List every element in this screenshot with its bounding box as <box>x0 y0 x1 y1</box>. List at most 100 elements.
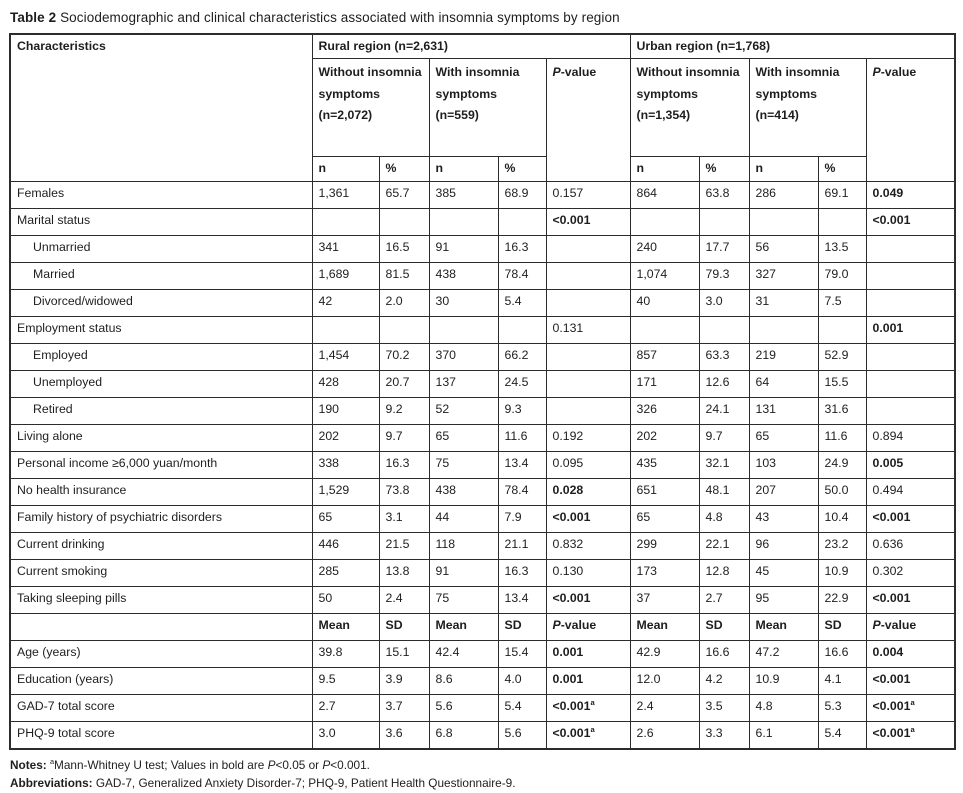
data-cell: 207 <box>748 478 819 506</box>
data-cell: 438 <box>428 478 499 506</box>
data-cell: 370 <box>428 343 499 371</box>
group-header-row: Without insomnia symptoms (n=2,072) With… <box>10 58 956 182</box>
data-cell <box>311 316 380 344</box>
table-row: Current drinking 446 21.5 118 21.1 0.832 299 22… <box>9 532 956 560</box>
data-cell: 13.5 <box>817 235 867 263</box>
data-cell: 17.7 <box>698 235 750 263</box>
data-cell: 173 <box>629 559 700 587</box>
data-cell: 91 <box>428 235 499 263</box>
data-cell: 13.8 <box>378 559 430 587</box>
data-cell: 137 <box>428 370 499 398</box>
table-row: Divorced/widowed 42 2.0 30 5.4 40 3.0 31 7.5 <box>9 289 956 317</box>
data-cell: 4.0 <box>497 667 547 695</box>
data-cell: 7.9 <box>497 505 547 533</box>
data-cell <box>497 208 547 236</box>
data-cell <box>545 397 631 425</box>
p-symbol: P <box>322 758 331 772</box>
data-cell: 10.9 <box>748 667 819 695</box>
characteristics-table: Characteristics Rural region (n=2,631) U… <box>9 33 957 750</box>
row-label: Family history of psychiatric disorders <box>9 505 313 533</box>
table-row: Marital status <0.001 <0.001 <box>9 208 956 236</box>
data-cell: 0.001 <box>865 316 956 344</box>
data-cell: 23.2 <box>817 532 867 560</box>
data-cell: 31 <box>748 289 819 317</box>
data-cell: 0.894 <box>865 424 956 452</box>
data-cell: 857 <box>629 343 700 371</box>
data-cell: 0.192 <box>545 424 631 452</box>
row-label: Education (years) <box>9 667 313 695</box>
data-cell: 190 <box>311 397 380 425</box>
data-cell: 0.157 <box>545 181 631 209</box>
data-cell: 4.8 <box>698 505 750 533</box>
row-label: Unemployed <box>9 370 313 398</box>
row-label: Personal income ≥6,000 yuan/month <box>9 451 313 479</box>
data-cell: 0.832 <box>545 532 631 560</box>
subheader-cell: Mean <box>428 613 499 641</box>
data-cell: 12.0 <box>629 667 700 695</box>
data-cell: 327 <box>748 262 819 290</box>
row-label: Married <box>9 262 313 290</box>
data-cell: 75 <box>428 451 499 479</box>
data-cell <box>817 316 867 344</box>
table-row: Current smoking 285 13.8 91 16.3 0.130 173 12.8… <box>9 559 956 587</box>
data-cell <box>311 208 380 236</box>
data-cell <box>865 289 956 317</box>
data-cell: 5.3 <box>817 694 867 722</box>
table-row: No health insurance 1,529 73.8 438 78.4 0.028… <box>9 478 956 506</box>
col-header-rural-region: Rural region (n=2,631) <box>311 33 631 59</box>
data-cell: 286 <box>748 181 819 209</box>
data-cell: 45 <box>748 559 819 587</box>
table-row: Employment status 0.131 0.001 <box>9 316 956 344</box>
subheader-cell: Mean <box>748 613 819 641</box>
data-cell: 65 <box>629 505 700 533</box>
data-cell: 21.5 <box>378 532 430 560</box>
subheader-cell: SD <box>497 613 547 641</box>
table-row: Age (years) 39.8 15.1 42.4 15.4 0.001 42.9 16.6… <box>9 640 956 668</box>
data-cell: 69.1 <box>817 181 867 209</box>
data-cell: 15.4 <box>497 640 547 668</box>
data-cell <box>545 343 631 371</box>
footnote-marker: a <box>590 697 595 707</box>
data-cell: 651 <box>629 478 700 506</box>
row-label: Current smoking <box>9 559 313 587</box>
row-label: PHQ-9 total score <box>9 721 313 750</box>
data-cell <box>817 208 867 236</box>
data-cell: <0.001a <box>865 721 956 750</box>
data-cell: 3.1 <box>378 505 430 533</box>
data-cell: <0.001 <box>865 586 956 614</box>
data-cell: 0.001 <box>545 667 631 695</box>
data-cell <box>865 370 956 398</box>
data-cell: 47.2 <box>748 640 819 668</box>
data-cell: 0.005 <box>865 451 956 479</box>
subheader-cell: P-value <box>545 613 631 641</box>
col-header-rural-pvalue: P-value <box>545 58 631 182</box>
notes-line: Notes: aMann-Whitney U test; Values in b… <box>10 756 954 774</box>
data-cell: 42.9 <box>629 640 700 668</box>
data-cell <box>748 316 819 344</box>
data-cell: 0.494 <box>865 478 956 506</box>
data-cell: 0.131 <box>545 316 631 344</box>
data-cell: 15.1 <box>378 640 430 668</box>
data-cell: 16.3 <box>497 559 547 587</box>
data-cell: 63.8 <box>698 181 750 209</box>
data-cell: 65.7 <box>378 181 430 209</box>
footnote-marker: a <box>910 724 915 734</box>
data-cell <box>698 316 750 344</box>
data-cell: 5.4 <box>497 694 547 722</box>
data-cell: 5.6 <box>497 721 547 750</box>
data-cell: 32.1 <box>698 451 750 479</box>
table-row: Unemployed 428 20.7 137 24.5 171 12.6 64 15.5 <box>9 370 956 398</box>
data-cell: 65 <box>428 424 499 452</box>
row-label: Divorced/widowed <box>9 289 313 317</box>
data-cell: 81.5 <box>378 262 430 290</box>
data-cell: 2.7 <box>698 586 750 614</box>
data-cell: 2.6 <box>629 721 700 750</box>
footnote-marker: a <box>590 724 595 734</box>
data-cell: <0.001a <box>545 694 631 722</box>
data-cell: 428 <box>311 370 380 398</box>
data-cell: 79.0 <box>817 262 867 290</box>
footnote-marker: a <box>49 757 55 767</box>
data-cell: 240 <box>629 235 700 263</box>
col-header-rural-without-insomnia: Without insomnia symptoms (n=2,072) <box>311 58 430 157</box>
